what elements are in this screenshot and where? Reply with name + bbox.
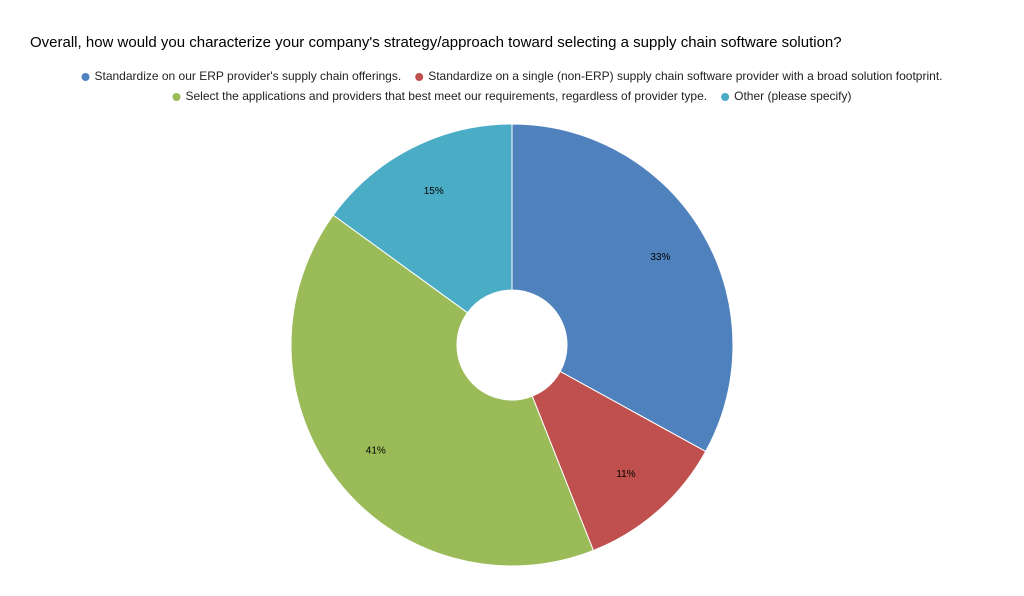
slice [511,123,734,453]
legend-marker [721,93,730,101]
slice [531,370,707,552]
legend-label: Standardize on our ERP provider's supply… [95,69,402,83]
legend-marker [172,93,181,101]
legend-row: Standardize on our ERP provider's supply… [81,69,943,83]
slice [332,123,513,314]
legend-label: Standardize on a single (non-ERP) supply… [428,69,942,83]
data-label: 15% [424,186,444,197]
legend-marker [81,73,90,81]
legend-row: Select the applications and providers th… [172,89,852,103]
data-label: 41% [366,445,386,456]
legend-label: Select the applications and providers th… [185,89,707,103]
legend-marker [415,73,424,81]
data-label: 11% [616,469,635,480]
slice [290,214,595,567]
legend-label: Other (please specify) [734,89,851,103]
chart-title: Overall, how would you characterize your… [30,34,842,51]
data-label: 33% [650,252,670,263]
